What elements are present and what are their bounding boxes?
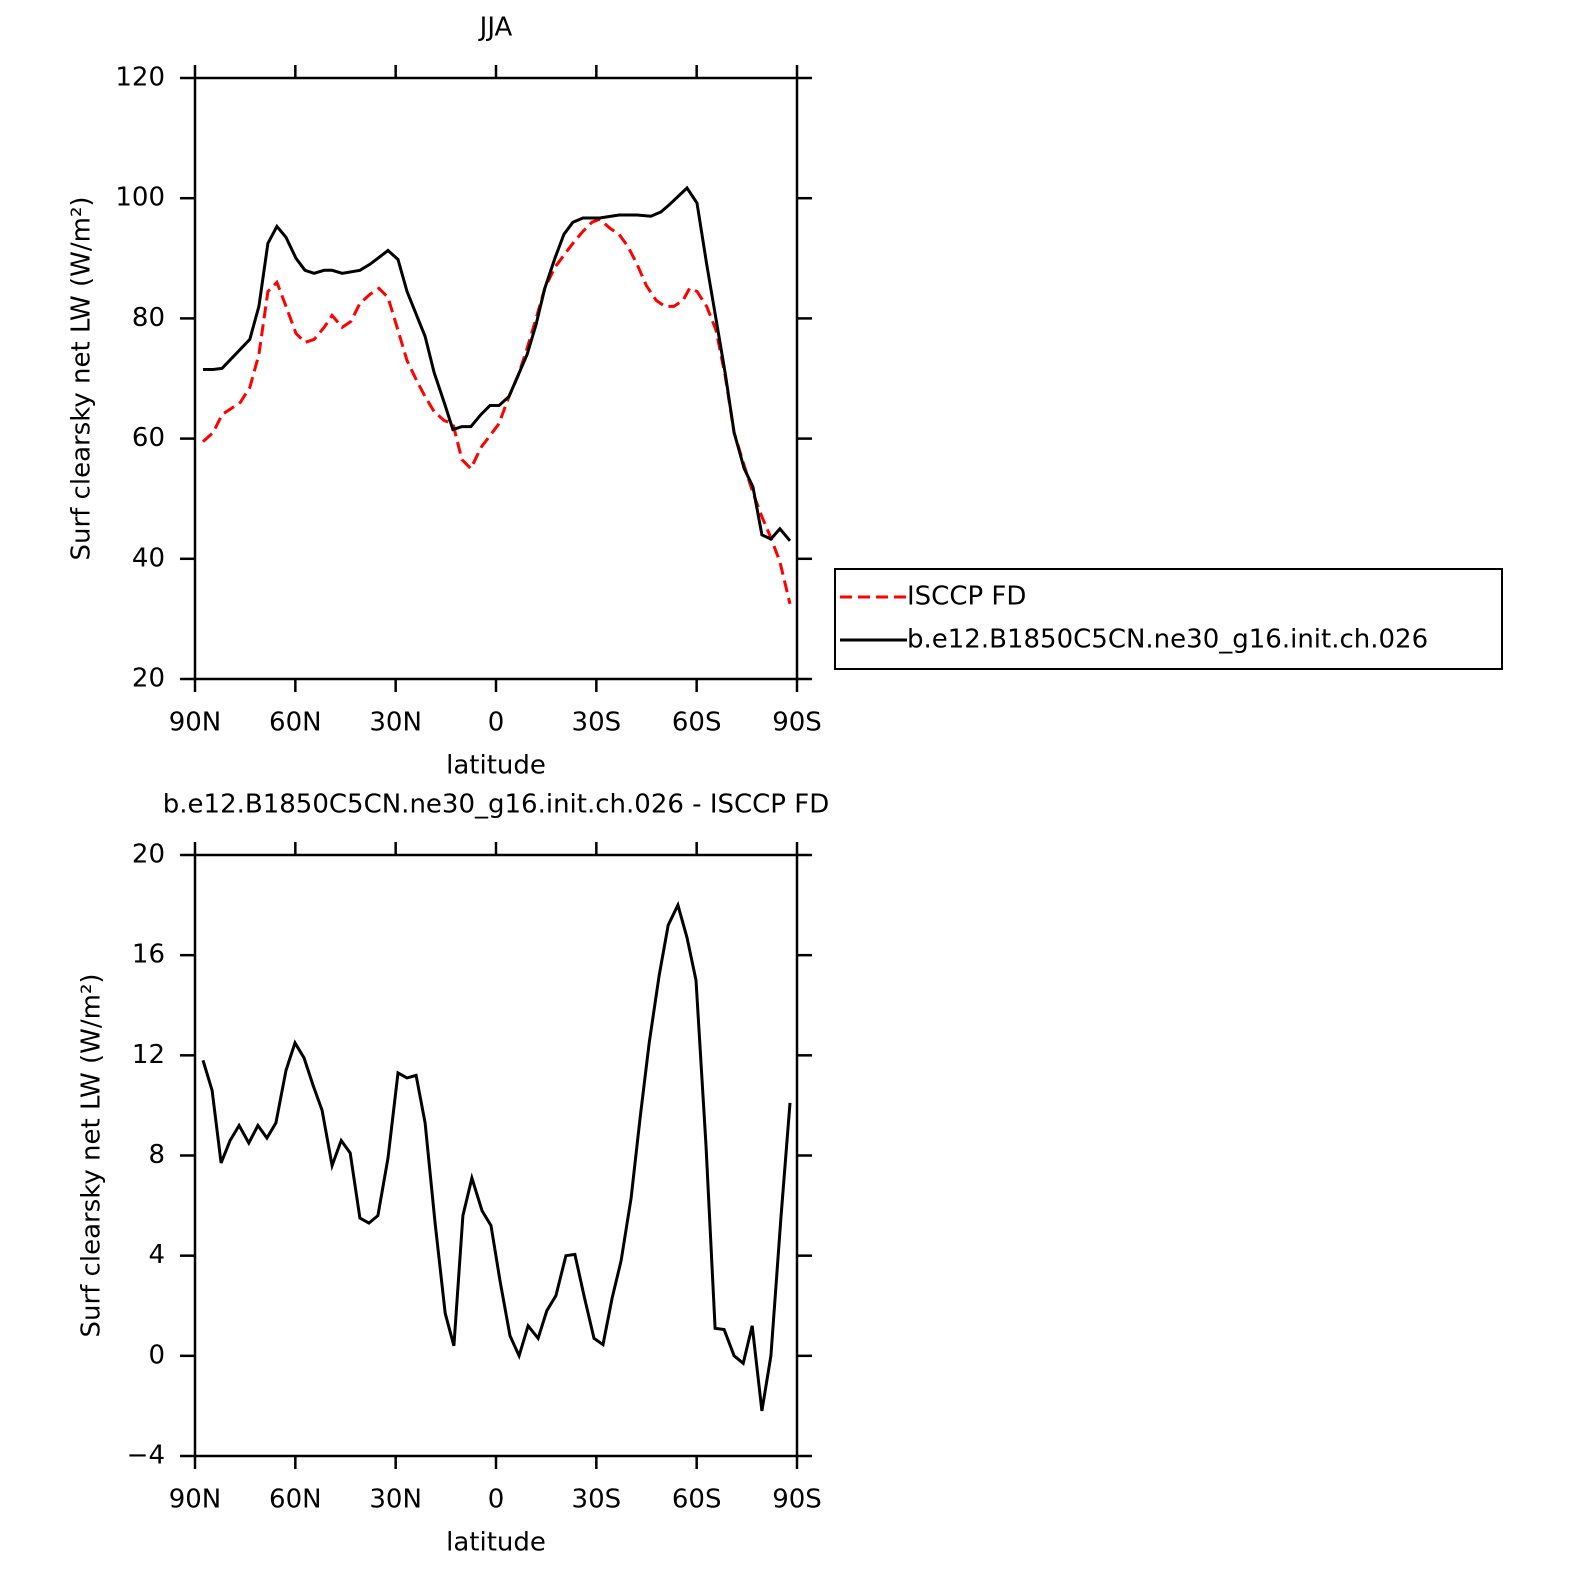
plot-frame — [193, 76, 799, 681]
x-tick-label: 0 — [488, 1485, 505, 1515]
x-tick-label: 90S — [772, 708, 822, 738]
y-tick-label: 4 — [148, 1240, 165, 1270]
y-tick-label: −4 — [127, 1441, 165, 1471]
y-tick-label: 0 — [148, 1340, 165, 1370]
y-tick-label: 8 — [148, 1140, 165, 1170]
y-tick-label: 40 — [132, 543, 165, 573]
x-axis-label: latitude — [446, 751, 546, 781]
y-tick-label: 60 — [132, 423, 165, 453]
x-tick-label: 90N — [169, 1485, 222, 1515]
y-axis-label: Surf clearsky net LW (W/m²) — [67, 196, 97, 560]
chart-title: JJA — [478, 13, 513, 43]
x-tick-label: 60N — [269, 1485, 322, 1515]
data-line — [203, 185, 792, 542]
y-axis-label: Surf clearsky net LW (W/m²) — [77, 973, 107, 1337]
y-tick-label: 20 — [132, 664, 165, 694]
y-tick-label: 16 — [132, 940, 165, 970]
y-tick-label: 80 — [132, 303, 165, 333]
legend-box — [834, 568, 1503, 670]
y-tick-label: 12 — [132, 1040, 165, 1070]
x-axis-label: latitude — [446, 1528, 546, 1558]
x-tick-label: 90S — [772, 1485, 822, 1515]
legend-label: b.e12.B1850C5CN.ne30_g16.init.ch.026 — [907, 625, 1428, 655]
legend-label: ISCCP FD — [907, 582, 1026, 612]
x-tick-label: 60S — [672, 1485, 722, 1515]
y-tick-label: 20 — [132, 840, 165, 870]
y-tick-label: 120 — [115, 63, 165, 93]
x-tick-label: 30N — [369, 1485, 422, 1515]
x-tick-label: 0 — [488, 708, 505, 738]
data-line — [201, 900, 792, 1412]
x-tick-label: 90N — [169, 708, 222, 738]
x-tick-label: 30S — [572, 1485, 622, 1515]
x-tick-label: 60S — [672, 708, 722, 738]
data-line — [202, 217, 792, 605]
x-tick-label: 30N — [369, 708, 422, 738]
y-tick-label: 100 — [115, 183, 165, 213]
plot-frame — [193, 853, 799, 1458]
chart-title: b.e12.B1850C5CN.ne30_g16.init.ch.026 - I… — [163, 790, 829, 820]
x-tick-label: 30S — [572, 708, 622, 738]
x-tick-label: 60N — [269, 708, 322, 738]
